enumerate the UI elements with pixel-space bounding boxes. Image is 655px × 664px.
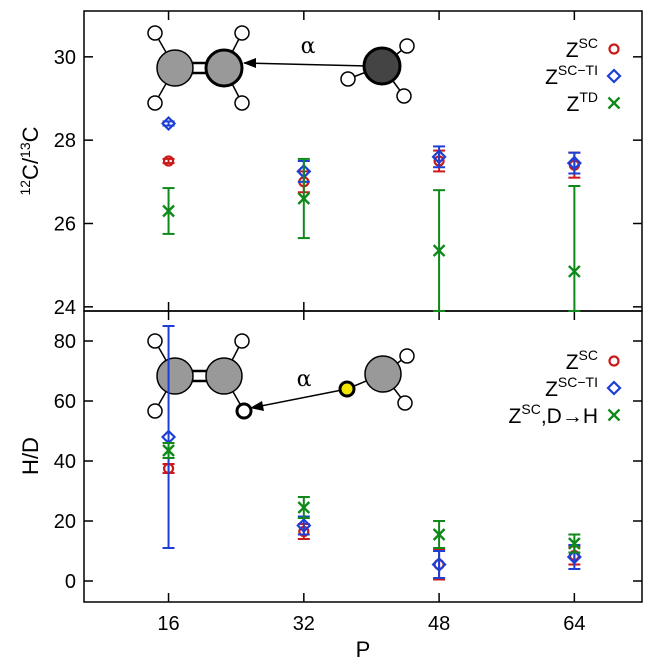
- molecule-diagram-top: α: [148, 26, 414, 110]
- legend-label-scti-0: ZSC−TI: [545, 62, 598, 89]
- alpha-label-top: α: [301, 34, 316, 59]
- legend-marker-sc-1: [610, 357, 619, 366]
- bottom-xlabel: P: [356, 637, 371, 662]
- xtick-label-2: 48: [428, 613, 450, 635]
- ytick-label-1-0: 0: [65, 571, 76, 593]
- errorbar-td-p0-3: [568, 186, 580, 311]
- top-ylabel-post: C: [18, 126, 43, 142]
- axis-tick-labels: 24 26 28 30 16 32 48 64 0 20 40 60 80: [54, 47, 586, 635]
- xtick-label-0: 16: [157, 613, 179, 635]
- ytick-label-1-3: 60: [54, 391, 76, 413]
- top-ylabel-iso2: 13: [17, 142, 33, 158]
- legend-label-scti-1: ZSC−TI: [545, 374, 598, 401]
- legend-marker-td-0: [609, 98, 620, 109]
- legend-label-scdh-1: ZSC,D→H: [509, 401, 598, 428]
- xtick-label-1: 32: [293, 613, 315, 635]
- alpha-label-bottom: α: [297, 367, 312, 392]
- bottom-ylabel: H/D: [18, 437, 43, 475]
- top-ylabel: 12C/13C: [17, 126, 43, 195]
- ytick-label-0-1: 26: [54, 214, 76, 236]
- data-marks: [163, 118, 581, 580]
- xtick-label-3: 64: [563, 613, 585, 635]
- ytick-label-0-0: 24: [54, 297, 76, 319]
- legend-marker-scti-1: [608, 382, 620, 394]
- molecule-diagram-bottom: α: [148, 334, 414, 418]
- legend-label-sc-0: ZSC: [566, 35, 598, 62]
- top-ylabel-iso1: 12: [17, 180, 33, 196]
- legend-marker-scdh-1: [609, 410, 620, 421]
- top-ylabel-mid: C/: [18, 157, 43, 180]
- legend-marker-scti-0: [608, 70, 620, 82]
- legend-label-sc-1: ZSC: [566, 347, 598, 374]
- ytick-label-1-2: 40: [54, 451, 76, 473]
- ytick-label-1-1: 20: [54, 511, 76, 533]
- ytick-label-0-2: 28: [54, 130, 76, 152]
- ytick-label-1-4: 80: [54, 331, 76, 353]
- legend: ZSCZSC−TIZTDZSCZSC−TIZSC,D→H: [509, 35, 620, 428]
- legend-marker-sc-0: [610, 45, 619, 54]
- ytick-label-0-3: 30: [54, 47, 76, 69]
- legend-label-td-0: ZTD: [567, 89, 599, 116]
